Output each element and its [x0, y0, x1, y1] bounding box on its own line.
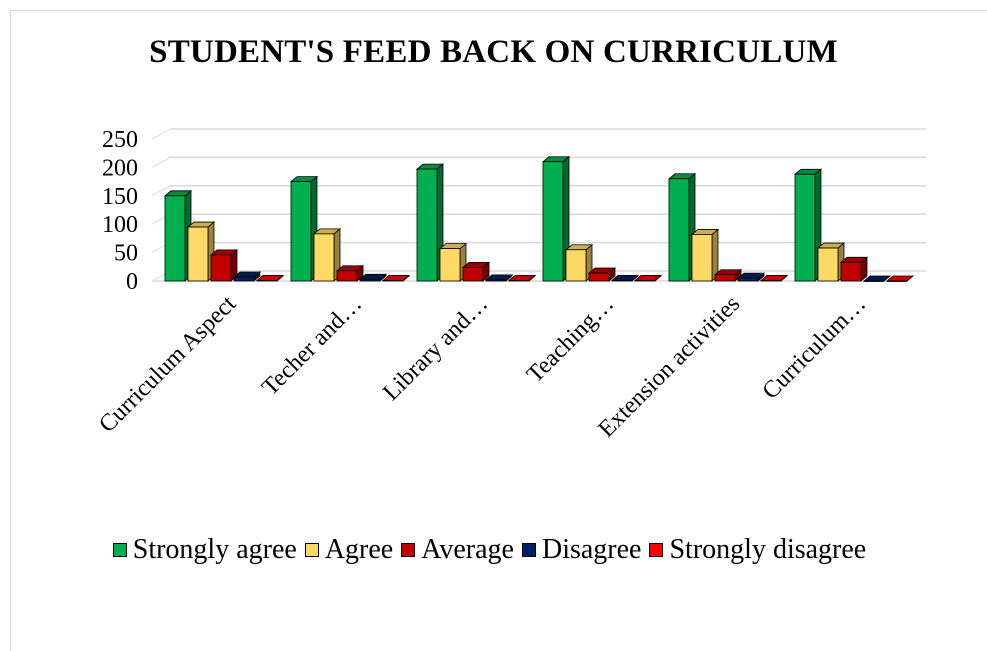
legend-item: Strongly disagree [649, 534, 866, 566]
bar [485, 279, 507, 282]
x-tick-label: Library and… [378, 291, 493, 406]
bar [794, 173, 816, 282]
legend-swatch [401, 543, 416, 557]
x-tick-label: Techer and… [257, 291, 367, 401]
y-tick-label: 250 [102, 127, 138, 153]
chart-frame [10, 10, 987, 651]
y-tick-label: 0 [126, 269, 138, 295]
bar-top [885, 275, 915, 282]
bar [256, 280, 278, 282]
chart-legend: Strongly agree Agree Average Disagree Strong… [0, 534, 987, 566]
legend-swatch [112, 543, 127, 557]
bar [313, 233, 335, 282]
bar [439, 248, 461, 282]
x-tick-label: Curriculum Aspect [94, 291, 241, 438]
bar [416, 168, 438, 282]
bar [588, 272, 610, 282]
legend-item: Average [401, 534, 514, 566]
bar [886, 280, 908, 282]
bar [359, 278, 381, 282]
gridline-depth [151, 185, 171, 197]
bar [187, 226, 209, 282]
legend-swatch [521, 543, 536, 557]
bar [164, 195, 186, 282]
bar [462, 266, 484, 282]
bar [863, 280, 885, 282]
bar [668, 178, 690, 282]
bar [508, 280, 530, 282]
bar [817, 247, 839, 282]
bar [714, 274, 736, 282]
bar [290, 181, 312, 282]
legend-swatch [649, 543, 664, 557]
y-tick-label: 50 [114, 241, 138, 267]
x-tick-label: Extension activities [593, 291, 745, 443]
legend-label: Disagree [541, 534, 642, 565]
y-tick-label: 100 [102, 212, 138, 238]
legend-item: Strongly agree [112, 534, 297, 566]
bar [611, 280, 633, 282]
legend-item: Disagree [521, 534, 642, 566]
legend-swatch [304, 543, 319, 557]
gridline-depth [151, 128, 171, 140]
legend-label: Agree [324, 534, 394, 565]
bar [382, 280, 404, 282]
x-tick-label: Curriculum… [758, 291, 872, 405]
y-tick-label: 200 [102, 155, 138, 181]
bar [565, 249, 587, 282]
y-tick-label: 150 [102, 184, 138, 210]
bar [840, 261, 862, 282]
bar [336, 270, 358, 282]
bar [210, 254, 232, 282]
bar [233, 276, 255, 282]
x-tick-label: Teaching… [522, 291, 619, 388]
legend-label: Average [421, 534, 514, 565]
legend-label: Strongly disagree [669, 534, 867, 565]
legend-item: Agree [304, 534, 394, 566]
chart-title: STUDENT'S FEED BACK ON CURRICULUM [149, 34, 838, 70]
legend-label: Strongly agree [132, 534, 297, 565]
bar [691, 234, 713, 282]
bar [634, 280, 656, 282]
gridline-depth [151, 156, 171, 168]
bar [737, 277, 759, 282]
bar [760, 280, 782, 282]
bar [542, 161, 564, 282]
